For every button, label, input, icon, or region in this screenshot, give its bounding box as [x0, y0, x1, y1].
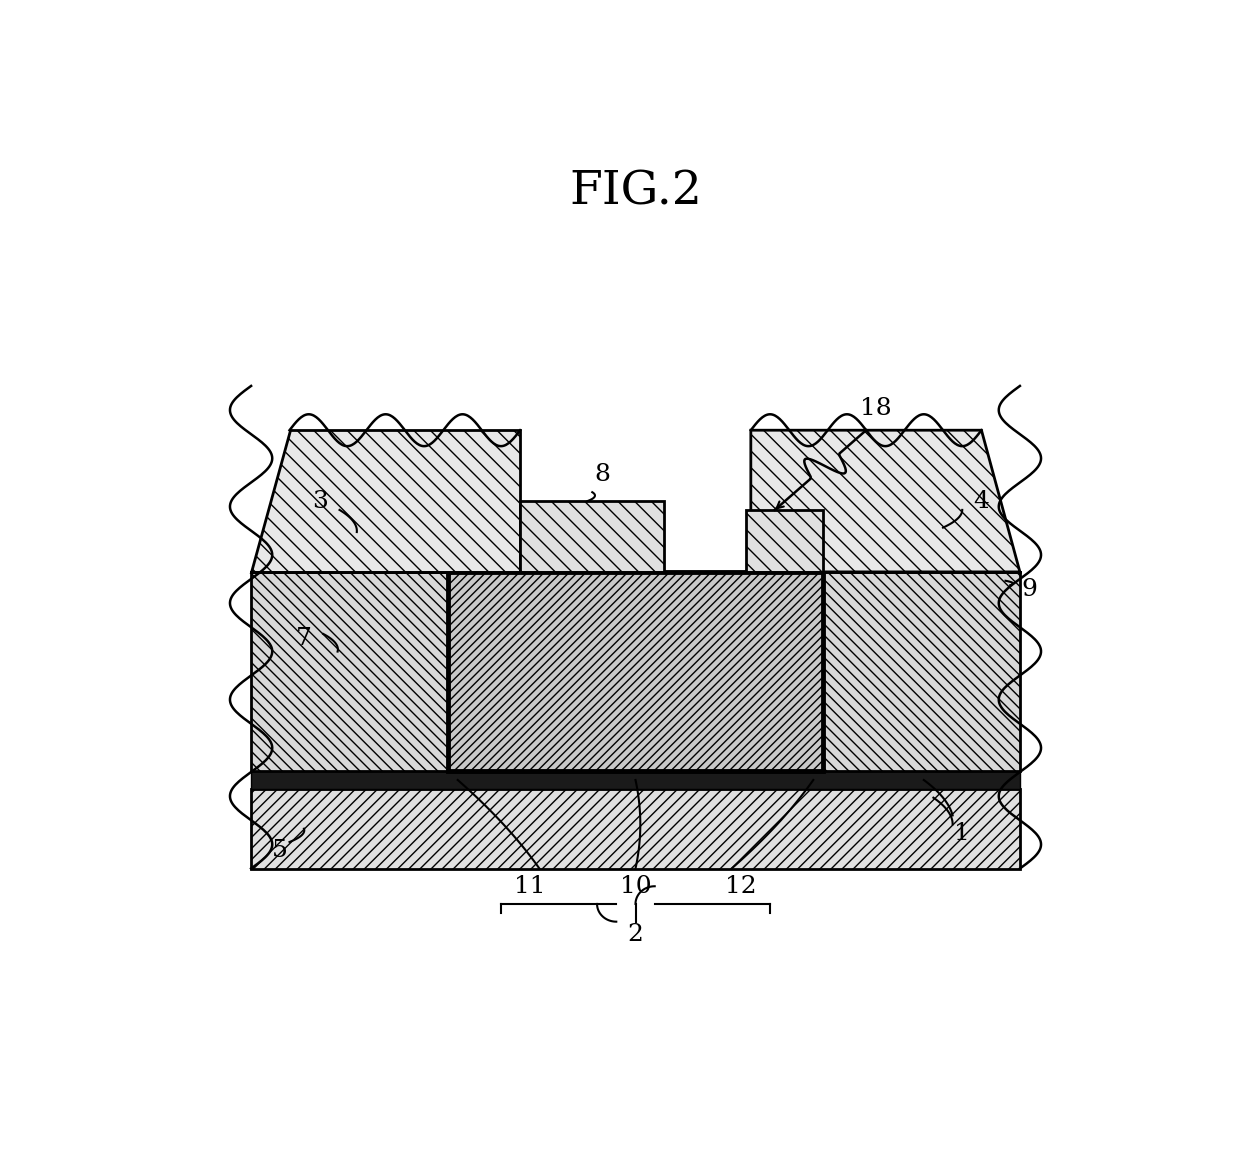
- Bar: [521, 501, 665, 572]
- Bar: [250, 789, 1021, 868]
- Bar: [751, 572, 1021, 772]
- Text: 4: 4: [973, 490, 990, 513]
- Text: 12: 12: [725, 875, 758, 898]
- Polygon shape: [751, 430, 1019, 572]
- Text: 1: 1: [955, 821, 970, 844]
- Text: FIG.2: FIG.2: [569, 169, 702, 214]
- Bar: [746, 509, 823, 572]
- Bar: [250, 572, 521, 772]
- Text: 10: 10: [620, 875, 651, 898]
- Text: 11: 11: [515, 875, 546, 898]
- Text: 9: 9: [1022, 578, 1038, 601]
- Text: 8: 8: [594, 463, 610, 486]
- Text: 3: 3: [312, 490, 329, 513]
- Polygon shape: [250, 430, 521, 572]
- Text: 18: 18: [859, 397, 892, 420]
- Text: 2: 2: [627, 923, 644, 946]
- Text: 5: 5: [272, 840, 288, 862]
- Bar: [448, 572, 823, 772]
- Bar: [250, 772, 1021, 789]
- Text: 7: 7: [296, 627, 312, 650]
